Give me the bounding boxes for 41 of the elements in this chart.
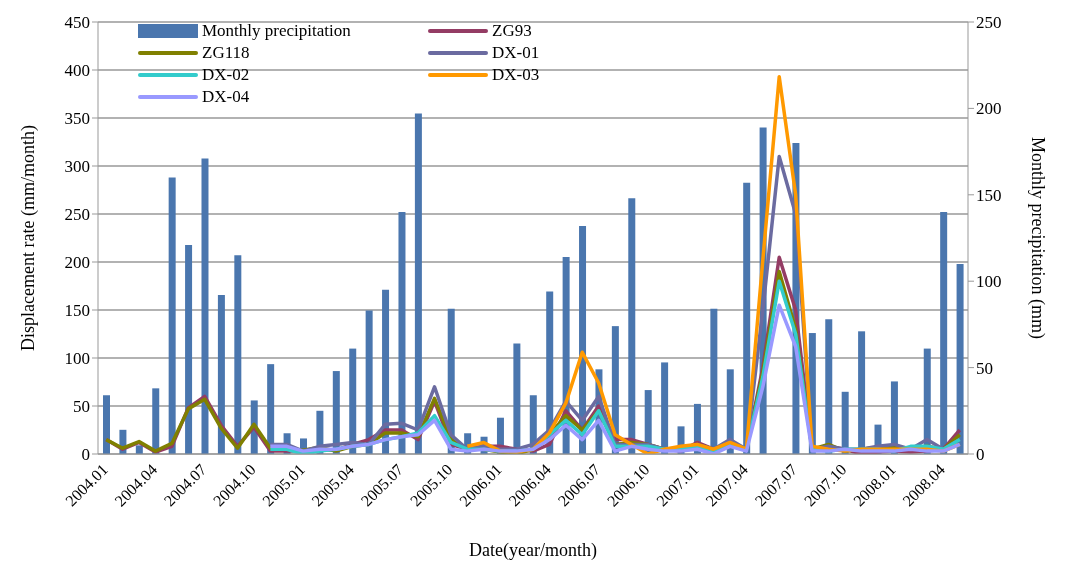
- y-tick-label: 250: [64, 205, 90, 225]
- legend-label: Monthly precipitation: [202, 21, 351, 41]
- bar: [349, 348, 357, 454]
- y-tick-label: 400: [64, 61, 90, 81]
- bar: [185, 244, 193, 454]
- bar: [956, 263, 964, 454]
- bar: [940, 212, 948, 454]
- bar: [234, 255, 242, 454]
- legend-label: DX-03: [492, 65, 540, 85]
- bar: [168, 177, 176, 454]
- bar: [628, 198, 636, 454]
- y2-tick-label: 100: [976, 272, 1002, 292]
- y2-tick-label: 50: [976, 358, 993, 378]
- y-tick-label: 100: [64, 349, 90, 369]
- legend-label: ZG93: [492, 21, 532, 41]
- y2-tick-label: 150: [976, 185, 1002, 205]
- y-axis-title: Displacement rate (mm/month): [18, 125, 40, 351]
- y-tick-label: 0: [81, 445, 90, 465]
- bar: [103, 395, 110, 454]
- y-tick-label: 50: [73, 397, 90, 417]
- y2-axis-title: Monthly precipitation (mm): [1026, 137, 1048, 339]
- legend-label: DX-01: [492, 43, 540, 63]
- y2-tick-label: 200: [976, 99, 1002, 119]
- legend-label: DX-04: [202, 87, 250, 107]
- y2-tick-label: 250: [976, 13, 1002, 33]
- legend-label: DX-02: [202, 65, 250, 85]
- y-tick-label: 350: [64, 109, 90, 129]
- y-tick-label: 450: [64, 13, 90, 33]
- bar: [414, 113, 422, 454]
- y-tick-label: 200: [64, 253, 90, 273]
- bar: [365, 310, 373, 454]
- legend-label: ZG118: [202, 43, 250, 63]
- bar: [382, 289, 390, 454]
- x-axis-title: Date(year/month): [469, 540, 597, 561]
- y2-tick-label: 0: [976, 445, 985, 465]
- bar: [201, 158, 209, 454]
- bar: [398, 212, 406, 454]
- bar: [217, 295, 225, 454]
- y-tick-label: 150: [64, 301, 90, 321]
- y-tick-label: 300: [64, 157, 90, 177]
- bar: [152, 388, 160, 454]
